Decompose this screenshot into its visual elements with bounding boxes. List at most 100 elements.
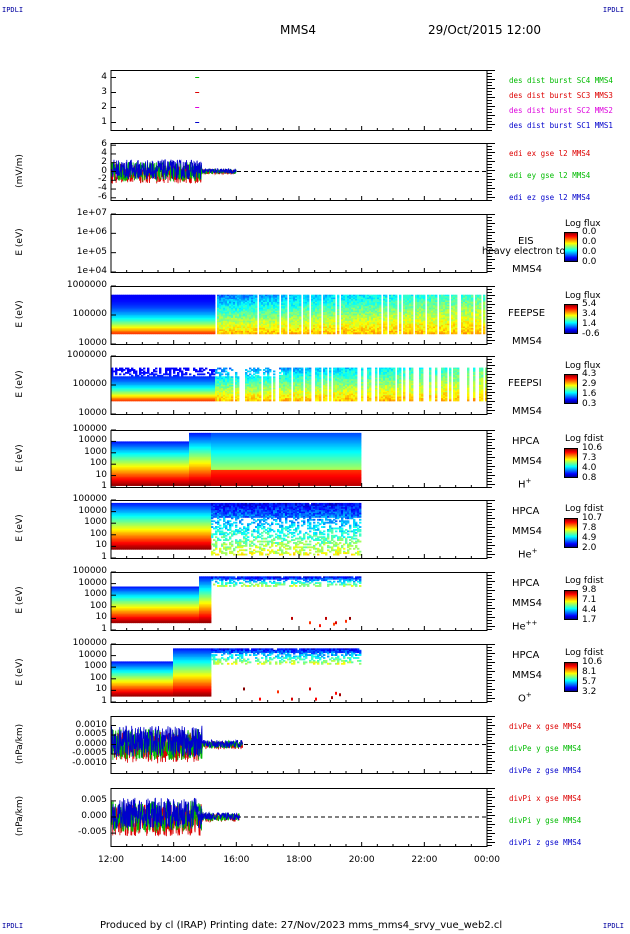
spectrogram-cell <box>125 310 128 313</box>
spectrogram-cell <box>375 317 378 320</box>
spectrogram-cell <box>465 328 468 330</box>
spectrogram-cell <box>357 330 360 333</box>
spectrogram-cell <box>131 329 134 332</box>
spectrogram-cell <box>431 325 434 327</box>
spectrogram-cell <box>469 309 472 312</box>
spectrogram-cell <box>155 297 158 300</box>
spectrogram-cell <box>213 300 216 303</box>
spectrogram-cell <box>251 329 254 332</box>
spectrogram-cell <box>175 326 178 329</box>
spectrogram-cell <box>391 299 394 301</box>
spectrogram-cell <box>231 323 234 326</box>
spectrogram-cell <box>429 317 432 320</box>
spectrogram-cell <box>139 330 142 333</box>
spectrogram-cell <box>123 383 126 386</box>
spectrogram-cell <box>241 323 244 326</box>
spectrogram-cell <box>151 330 154 333</box>
spectrogram-cell <box>483 320 486 323</box>
spectrogram-cell <box>211 306 214 309</box>
spectrogram-cell <box>399 316 402 319</box>
spectrogram-cell <box>121 329 124 332</box>
spectrogram-cell <box>439 309 442 312</box>
spectrogram-cell <box>323 330 326 333</box>
spectrogram-cell <box>149 312 152 314</box>
spectrogram-cell <box>317 325 320 327</box>
spectrogram-cell <box>357 313 360 316</box>
spectrogram-cell <box>479 310 482 313</box>
panel-frame <box>110 214 488 273</box>
spectrogram-cell <box>195 304 198 307</box>
spectrogram-cell <box>255 312 258 314</box>
spectrogram-cell <box>117 387 120 390</box>
spectrogram-cell <box>465 317 468 320</box>
spectrogram-cell <box>123 316 126 319</box>
spectrogram-cell <box>249 296 252 298</box>
spectrogram-cell <box>277 313 280 316</box>
spectrogram-cell <box>359 297 362 300</box>
spectrogram-cell <box>325 299 328 301</box>
spectrogram-cell <box>167 304 170 307</box>
spectrogram-cell <box>259 301 262 304</box>
spectrogram-cell <box>373 323 376 326</box>
spectrogram-cell <box>135 312 138 314</box>
spectrogram-cell <box>137 304 140 307</box>
spectrogram-cell <box>345 301 348 304</box>
spectrogram-cell <box>223 309 226 312</box>
spectrogram-cell <box>127 319 130 322</box>
spectrogram-cell <box>141 316 144 319</box>
spectrogram-cell <box>121 296 124 298</box>
spectrogram-cell <box>177 310 180 313</box>
spectrogram-cell <box>213 330 216 333</box>
spectrogram-cell <box>115 307 118 310</box>
spectrogram-cell <box>429 330 432 333</box>
spectrogram-cell <box>233 332 236 335</box>
spectrogram-cell <box>483 329 486 332</box>
spectrogram-cell <box>119 312 122 314</box>
spectrogram-cell <box>333 312 336 314</box>
spectrogram-cell <box>343 310 346 313</box>
spectrogram-cell <box>447 322 450 325</box>
spectrogram-cell <box>243 307 246 310</box>
spectrogram-cell <box>453 303 456 306</box>
spectrogram-cell <box>461 329 464 332</box>
spectrogram-cell <box>125 387 128 390</box>
spectrogram-cell <box>211 322 214 325</box>
spectrogram-cell <box>189 319 192 322</box>
spectrogram-cell <box>331 323 334 326</box>
spectrogram-cell <box>239 299 242 301</box>
spectrogram-cell <box>263 306 266 309</box>
spectrogram-cell <box>329 300 332 303</box>
spectrogram-cell <box>345 328 348 330</box>
spectrogram-cell <box>331 320 334 323</box>
spectrogram-cell <box>185 329 188 332</box>
spectrogram-cell <box>297 301 300 304</box>
spectrogram-cell <box>193 309 196 312</box>
spectrogram-cell <box>153 315 156 317</box>
spectrogram-cell <box>347 309 350 312</box>
spectrogram-cell <box>359 315 362 317</box>
panel-eis <box>110 213 495 273</box>
spectrogram-cell <box>199 304 202 307</box>
spectrogram-cell <box>379 319 382 322</box>
spectrogram-cell <box>165 326 168 329</box>
spectrogram-cell <box>389 325 392 327</box>
spectrogram-cell <box>447 300 450 303</box>
spectrogram-cell <box>467 313 470 316</box>
spectrogram-cell <box>115 294 118 297</box>
spectrogram-cell <box>119 380 122 383</box>
spectrogram-cell <box>169 296 172 298</box>
spectrogram-cell <box>129 332 132 335</box>
spectrogram-cell <box>469 304 472 307</box>
spectrogram-cell <box>419 307 422 310</box>
spectrogram-cell <box>405 304 408 307</box>
spectrogram-cell <box>159 322 162 325</box>
spectrogram-cell <box>117 399 120 402</box>
spectrogram-cell <box>365 306 368 309</box>
spectrogram-cell <box>161 300 164 303</box>
spectrogram-cell <box>205 309 208 312</box>
spectrogram-cell <box>477 312 480 314</box>
spectrogram-cell <box>219 303 222 306</box>
spectrogram-cell <box>347 328 350 330</box>
spectrogram-cell <box>253 297 256 300</box>
spectrogram-cell <box>111 387 114 390</box>
